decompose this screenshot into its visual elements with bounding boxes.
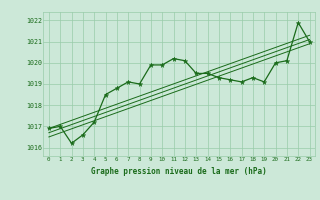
X-axis label: Graphe pression niveau de la mer (hPa): Graphe pression niveau de la mer (hPa) [91,167,267,176]
